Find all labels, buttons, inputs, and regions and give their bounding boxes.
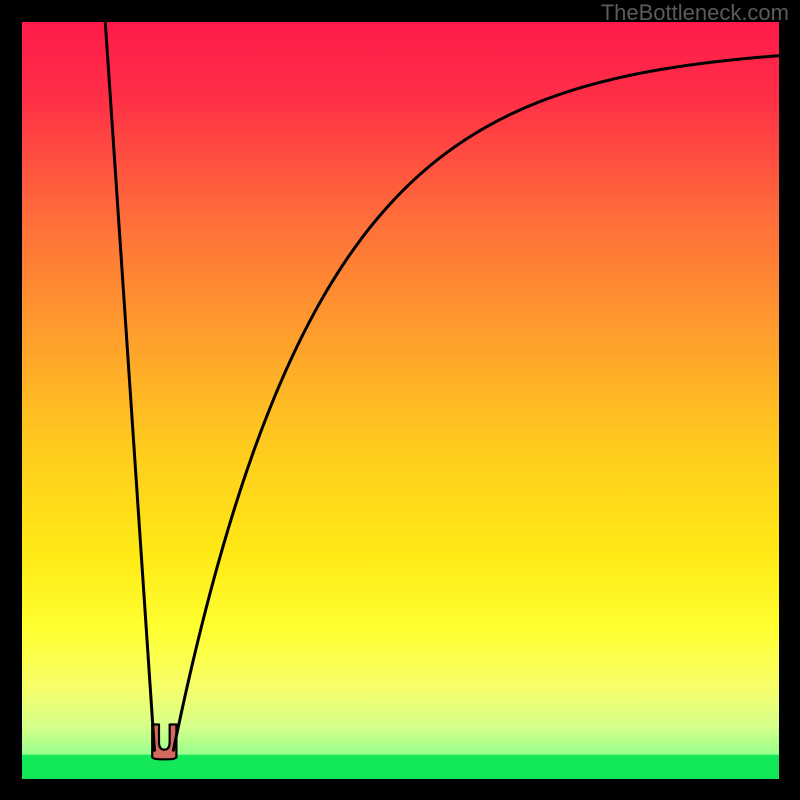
watermark-text: TheBottleneck.com: [601, 0, 789, 26]
bottleneck-curve: [22, 22, 779, 779]
plot-area: [22, 22, 779, 779]
